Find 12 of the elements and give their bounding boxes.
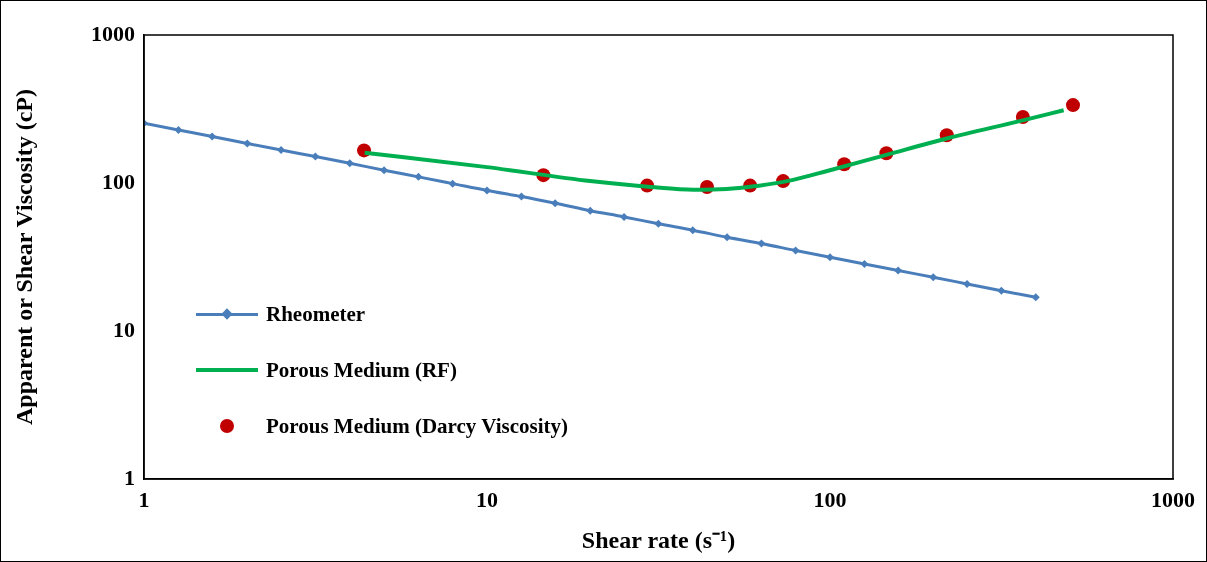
y-tick-label: 1000 xyxy=(91,20,135,46)
x-tick-label: 1000 xyxy=(1151,486,1195,512)
x-axis-title: Shear rate (s⁻¹) xyxy=(581,526,736,553)
x-tick-label: 100 xyxy=(813,486,847,512)
legend-label: Porous Medium (RF) xyxy=(266,357,457,383)
y-tick-label: 10 xyxy=(113,316,135,342)
legend-label: Rheometer xyxy=(266,301,366,327)
y-axis-title: Apparent or Shear Viscosity (cP) xyxy=(10,89,37,425)
x-tick-label: 10 xyxy=(476,486,498,512)
y-tick-label: 1 xyxy=(124,464,135,490)
legend-label: Porous Medium (Darcy Viscosity) xyxy=(266,413,568,439)
y-tick-label: 100 xyxy=(102,168,135,194)
